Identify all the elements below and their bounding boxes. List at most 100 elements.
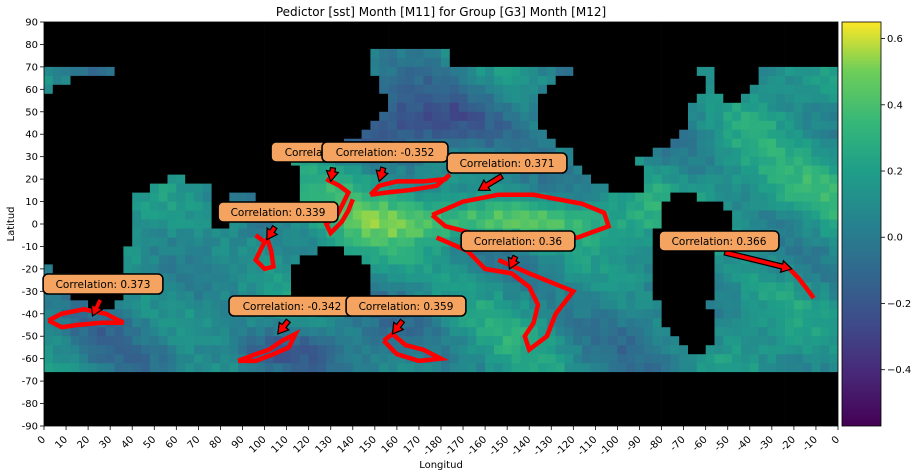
highlight-outline — [368, 172, 452, 198]
annotation-box — [321, 141, 449, 163]
highlight-outline — [785, 265, 816, 300]
x-tick-label: -30 — [757, 434, 776, 453]
highlight-outline — [252, 233, 276, 272]
annotation-box — [217, 201, 339, 223]
chart-title: Pedictor [sst] Month [M11] for Group [G3… — [276, 5, 606, 19]
annotation-label: Correlation: 0.339 — [231, 207, 326, 219]
x-tick-label: -90 — [624, 434, 643, 453]
y-tick-label: 60 — [25, 85, 38, 96]
x-tick-label: -70 — [668, 434, 687, 453]
annotation: Correlation: -0.352 — [321, 141, 449, 183]
colorbar-ticks: 0.6 0.4 0.2 0.0 −0.2 −0.4 — [881, 34, 911, 376]
x-tick-label: 0 — [36, 434, 48, 446]
y-tick-label: -20 — [22, 264, 38, 275]
y-tick-label: 40 — [25, 130, 38, 141]
annotation-box — [460, 230, 576, 252]
y-tick-label: 10 — [25, 197, 38, 208]
annotation-label: Correlation: 0.373 — [56, 279, 151, 291]
annotation-label: Correlation: -0.352 — [336, 147, 435, 159]
colorbar-tick-label: 0.6 — [887, 34, 903, 45]
x-tick-label: -180 — [421, 434, 445, 458]
y-tick-label: 70 — [25, 62, 38, 73]
x-tick-label: 140 — [336, 434, 357, 455]
x-tick-label: -120 — [554, 434, 578, 458]
annotation: Correlation: 0.36 — [460, 230, 576, 270]
y-tick-label: 20 — [25, 175, 38, 186]
x-tick-label: 150 — [358, 434, 379, 455]
annotation: Correlation: 0.373 — [42, 273, 164, 318]
highlight-outline — [382, 331, 449, 364]
colorbar-tick-label: 0.4 — [887, 100, 903, 111]
x-tick-label: 60 — [164, 434, 181, 451]
x-tick-label: 0 — [830, 434, 842, 446]
annotation-arrow — [325, 166, 340, 183]
annotation-label: Correlation: 0.36 — [474, 236, 562, 248]
annotation-box — [42, 273, 164, 295]
annotation-arrow — [277, 318, 292, 335]
colorbar — [841, 21, 882, 427]
x-tick-label: -100 — [598, 434, 622, 458]
x-tick-label: -80 — [646, 434, 665, 453]
annotation: Correlation: 0.366 — [658, 230, 793, 274]
colorbar-tick-label: 0.0 — [887, 233, 903, 244]
colorbar-tick-label: −0.4 — [887, 365, 911, 376]
x-tick-label: -50 — [713, 434, 732, 453]
x-tick-label: -130 — [532, 434, 556, 458]
x-tick-label: 20 — [75, 434, 92, 451]
x-tick-label: -60 — [690, 434, 709, 453]
y-tick-label: -50 — [22, 332, 38, 343]
x-tick-label: 120 — [292, 434, 313, 455]
x-tick-label: -140 — [510, 434, 534, 458]
annotation: Correlation: 0.359 — [345, 295, 467, 335]
x-tick-label: 40 — [120, 434, 137, 451]
y-tick-label: -90 — [22, 422, 38, 433]
x-tick-label: 130 — [314, 434, 335, 455]
x-tick-label: -170 — [443, 434, 467, 458]
x-tick-label: 80 — [208, 434, 225, 451]
x-tick-label: 170 — [402, 434, 423, 455]
x-tick-label: 30 — [98, 434, 115, 451]
annotation-label: Correlation: 0.366 — [672, 236, 767, 248]
x-axis-label: Longitud — [419, 460, 463, 471]
annotation-box — [345, 295, 467, 317]
y-tick-label: 0 — [32, 220, 38, 231]
x-tick-label: 110 — [269, 434, 290, 455]
y-tick-label: 90 — [25, 18, 38, 29]
y-tick-label: 50 — [25, 107, 38, 118]
y-tick-label: -70 — [22, 377, 38, 388]
x-tick-label: 50 — [142, 434, 159, 451]
x-tick-label: -110 — [576, 434, 600, 458]
annotation: Correlation: 0.339 — [217, 201, 339, 241]
y-tick-label: -30 — [22, 287, 38, 298]
highlight-outline — [237, 328, 301, 364]
x-tick-label: -20 — [779, 434, 798, 453]
highlight-outline — [435, 235, 577, 354]
y-tick-label: 80 — [25, 40, 38, 51]
annotation-arrow — [477, 173, 505, 191]
colorbar-tick-label: 0.2 — [887, 167, 903, 178]
y-tick-label: -80 — [22, 399, 38, 410]
x-tick-label: 100 — [247, 434, 268, 455]
annotation-arrow — [266, 224, 279, 241]
annotation-label: Correlation: -0.342 — [243, 301, 342, 313]
y-tick-label: 30 — [25, 152, 38, 163]
y-tick-label: -60 — [22, 354, 38, 365]
y-tick-label: -10 — [22, 242, 38, 253]
y-axis-label: Latitud — [6, 206, 17, 241]
x-tick-label: -40 — [735, 434, 754, 453]
x-axis: 0 10 20 30 40 50 60 70 80 90 100 110 120 130 140 150 160… — [36, 426, 842, 458]
annotations: Correlation: 0.373 Correlation: 0.339 Corr… — [42, 141, 793, 335]
annotation: Correlation: -0.342 — [228, 295, 356, 335]
annotation-label: Correlation: 0.359 — [359, 301, 454, 313]
annotation-arrow — [723, 249, 793, 274]
y-axis: 90 80 70 60 50 40 30 20 10 0 -10 -20 -30 -40 -50 -60 -70… — [22, 18, 44, 433]
annotation-arrow — [375, 166, 389, 183]
y-tick-label: -40 — [22, 309, 38, 320]
annotation-arrow — [90, 297, 104, 318]
x-tick-label: 70 — [186, 434, 203, 451]
annotation-label: Correlation: 0.371 — [460, 158, 555, 170]
x-tick-label: 90 — [230, 434, 247, 451]
x-tick-label: 10 — [53, 434, 70, 451]
annotation: Correlation: 0.371 — [446, 152, 568, 191]
